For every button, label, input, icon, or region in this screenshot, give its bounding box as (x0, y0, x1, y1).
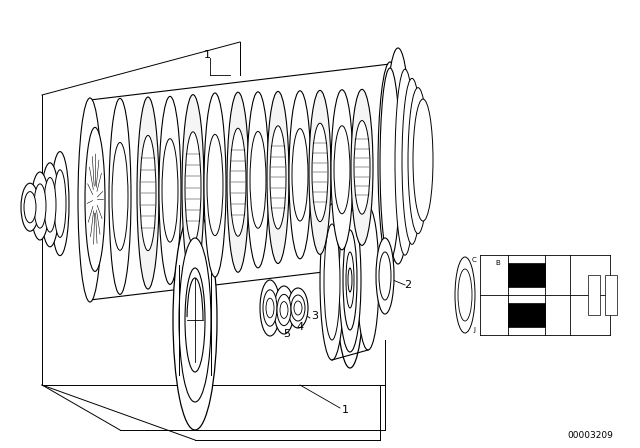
Ellipse shape (24, 192, 36, 223)
Ellipse shape (44, 177, 56, 232)
Text: C: C (472, 257, 476, 263)
Ellipse shape (395, 69, 415, 255)
Ellipse shape (346, 252, 354, 308)
Ellipse shape (280, 302, 288, 319)
Ellipse shape (289, 91, 311, 259)
Ellipse shape (260, 280, 280, 336)
Ellipse shape (274, 286, 294, 334)
Ellipse shape (85, 127, 105, 271)
Ellipse shape (21, 183, 39, 231)
Ellipse shape (250, 131, 266, 228)
Ellipse shape (204, 93, 226, 277)
Bar (588, 275, 600, 315)
Ellipse shape (376, 238, 394, 314)
Ellipse shape (402, 78, 422, 244)
Text: 2: 2 (404, 280, 412, 290)
Ellipse shape (378, 62, 402, 266)
Text: 1: 1 (342, 405, 349, 415)
Text: J: J (473, 327, 475, 333)
Ellipse shape (207, 134, 223, 236)
Text: 00003209: 00003209 (567, 431, 613, 439)
Ellipse shape (266, 298, 274, 318)
Ellipse shape (291, 295, 305, 321)
Ellipse shape (185, 268, 205, 372)
Ellipse shape (336, 192, 364, 368)
Ellipse shape (247, 92, 269, 268)
Ellipse shape (339, 208, 361, 352)
Text: B: B (495, 260, 500, 266)
Ellipse shape (385, 48, 411, 264)
Ellipse shape (227, 92, 249, 272)
Ellipse shape (334, 126, 350, 214)
Ellipse shape (294, 301, 302, 315)
Text: 3: 3 (312, 311, 319, 321)
Ellipse shape (140, 135, 156, 250)
Ellipse shape (408, 88, 428, 234)
Text: 5: 5 (284, 329, 291, 339)
Ellipse shape (109, 99, 131, 294)
Ellipse shape (292, 129, 308, 221)
Ellipse shape (348, 268, 352, 292)
Ellipse shape (137, 97, 159, 289)
Ellipse shape (34, 184, 46, 228)
Ellipse shape (309, 90, 331, 254)
Ellipse shape (343, 230, 357, 330)
Ellipse shape (458, 269, 472, 321)
Ellipse shape (357, 206, 379, 350)
Ellipse shape (54, 170, 66, 237)
Text: 1: 1 (204, 50, 211, 60)
Ellipse shape (230, 128, 246, 236)
Ellipse shape (162, 139, 178, 242)
Text: 4: 4 (296, 322, 303, 332)
Ellipse shape (455, 257, 475, 333)
Ellipse shape (179, 238, 211, 402)
Ellipse shape (51, 151, 69, 256)
Ellipse shape (351, 89, 373, 246)
Ellipse shape (312, 123, 328, 222)
Ellipse shape (331, 90, 353, 250)
Bar (508, 263, 545, 287)
Ellipse shape (173, 210, 217, 430)
Ellipse shape (320, 204, 344, 360)
Ellipse shape (379, 252, 391, 300)
Ellipse shape (270, 126, 286, 229)
Ellipse shape (159, 96, 181, 284)
Ellipse shape (413, 99, 433, 221)
Ellipse shape (112, 142, 128, 250)
Ellipse shape (380, 68, 400, 260)
Ellipse shape (263, 290, 277, 326)
Ellipse shape (267, 91, 289, 263)
Ellipse shape (182, 95, 204, 280)
Ellipse shape (324, 224, 340, 340)
Bar (605, 275, 617, 315)
Ellipse shape (31, 172, 49, 240)
Ellipse shape (277, 294, 291, 326)
Ellipse shape (288, 288, 308, 328)
Bar (508, 303, 545, 327)
Ellipse shape (78, 98, 102, 302)
Ellipse shape (41, 163, 59, 247)
Ellipse shape (185, 132, 201, 243)
Ellipse shape (354, 121, 370, 214)
